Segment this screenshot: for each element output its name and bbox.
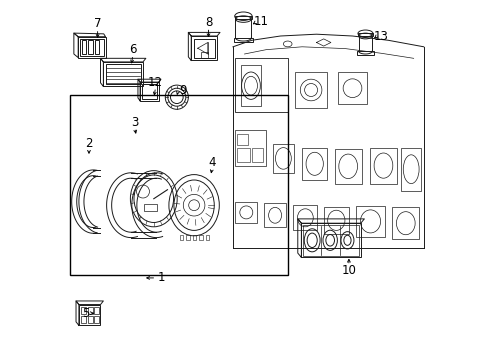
- Text: 10: 10: [341, 264, 356, 277]
- Bar: [95, 40, 99, 54]
- Bar: [235, 202, 257, 223]
- Bar: [200, 52, 207, 58]
- Bar: [69, 95, 288, 275]
- Bar: [140, 82, 159, 101]
- Bar: [235, 130, 265, 166]
- Text: 2: 2: [85, 137, 93, 150]
- Bar: [357, 51, 373, 55]
- Bar: [323, 207, 348, 234]
- Bar: [80, 39, 103, 56]
- Text: 9: 9: [179, 84, 186, 97]
- Bar: [81, 316, 86, 323]
- Bar: [355, 206, 384, 237]
- Bar: [391, 207, 418, 239]
- Bar: [103, 62, 142, 86]
- Text: 6: 6: [129, 43, 136, 56]
- Bar: [303, 225, 358, 256]
- Bar: [186, 235, 189, 240]
- Bar: [334, 149, 361, 184]
- Bar: [241, 65, 260, 106]
- Bar: [369, 148, 396, 184]
- Bar: [293, 205, 316, 230]
- Text: 13: 13: [373, 30, 388, 42]
- Bar: [78, 37, 105, 58]
- Text: 5: 5: [82, 307, 90, 320]
- Bar: [81, 40, 86, 54]
- Bar: [88, 307, 92, 314]
- Bar: [94, 316, 99, 323]
- Bar: [191, 36, 217, 60]
- Bar: [88, 40, 93, 54]
- Text: 8: 8: [204, 16, 212, 29]
- Bar: [237, 134, 247, 145]
- Bar: [142, 84, 156, 99]
- Bar: [294, 72, 326, 108]
- Text: 4: 4: [208, 156, 215, 169]
- Bar: [264, 203, 285, 227]
- Bar: [237, 148, 249, 162]
- Bar: [143, 204, 157, 211]
- Bar: [94, 307, 99, 314]
- Bar: [192, 235, 196, 240]
- Text: 1: 1: [157, 271, 164, 284]
- Bar: [179, 235, 183, 240]
- Bar: [302, 148, 326, 180]
- Bar: [193, 39, 214, 58]
- Bar: [337, 72, 366, 104]
- Bar: [252, 148, 263, 162]
- Bar: [234, 16, 252, 19]
- Bar: [81, 307, 86, 314]
- Text: 11: 11: [253, 15, 268, 28]
- Bar: [199, 235, 203, 240]
- Bar: [301, 223, 360, 257]
- Bar: [272, 144, 294, 173]
- Bar: [105, 64, 141, 84]
- Bar: [233, 38, 252, 42]
- Bar: [235, 58, 287, 112]
- Bar: [79, 305, 101, 325]
- Bar: [357, 33, 372, 36]
- Bar: [88, 316, 92, 323]
- Bar: [400, 148, 420, 191]
- Text: 7: 7: [94, 17, 101, 30]
- Bar: [205, 235, 209, 240]
- Text: 12: 12: [148, 76, 163, 89]
- Text: 3: 3: [131, 116, 138, 129]
